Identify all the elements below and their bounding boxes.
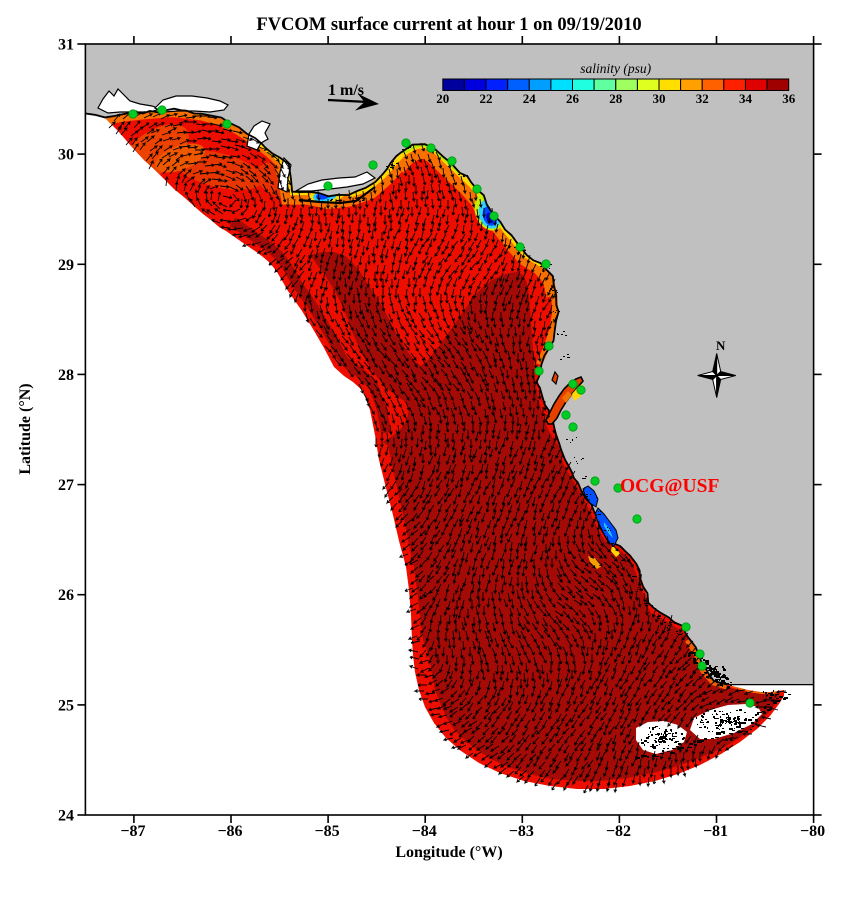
svg-text:−83: −83 <box>509 823 534 840</box>
svg-text:28: 28 <box>609 91 623 106</box>
svg-text:OCG@USF: OCG@USF <box>620 476 719 497</box>
svg-text:FVCOM surface current at hour: FVCOM surface current at hour 1 on 09/19… <box>256 15 641 35</box>
svg-text:34: 34 <box>739 91 753 106</box>
svg-text:Latitude (°N): Latitude (°N) <box>17 383 34 474</box>
svg-text:Longitude (°W): Longitude (°W) <box>395 844 502 861</box>
svg-text:N: N <box>716 338 726 353</box>
svg-text:−80: −80 <box>800 823 825 840</box>
svg-text:25: 25 <box>58 697 74 714</box>
svg-text:30: 30 <box>653 91 666 106</box>
svg-text:−82: −82 <box>606 823 631 840</box>
svg-text:−85: −85 <box>315 823 340 840</box>
svg-text:26: 26 <box>566 91 580 106</box>
svg-text:29: 29 <box>58 257 74 274</box>
svg-text:−84: −84 <box>412 823 437 840</box>
svg-text:24: 24 <box>523 91 537 106</box>
svg-text:22: 22 <box>480 91 493 106</box>
svg-text:20: 20 <box>436 91 449 106</box>
svg-text:31: 31 <box>58 37 74 54</box>
svg-text:1 m/s: 1 m/s <box>328 82 364 99</box>
svg-text:−86: −86 <box>217 823 242 840</box>
svg-text:26: 26 <box>58 587 74 604</box>
svg-text:−81: −81 <box>703 823 728 840</box>
svg-text:30: 30 <box>58 147 74 164</box>
svg-text:24: 24 <box>58 808 74 825</box>
svg-text:salinity (psu): salinity (psu) <box>580 61 651 76</box>
svg-text:−87: −87 <box>120 823 145 840</box>
svg-text:32: 32 <box>696 91 709 106</box>
svg-text:27: 27 <box>58 477 74 494</box>
svg-text:28: 28 <box>58 367 74 384</box>
svg-text:36: 36 <box>782 91 796 106</box>
